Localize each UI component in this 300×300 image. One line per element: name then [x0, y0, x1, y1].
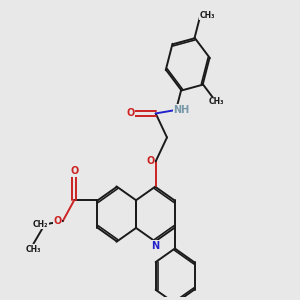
Text: CH₃: CH₃: [200, 11, 215, 20]
Text: NH: NH: [173, 105, 189, 115]
Text: O: O: [146, 156, 155, 167]
Text: O: O: [70, 166, 78, 176]
Text: CH₂: CH₂: [33, 220, 48, 229]
Text: O: O: [126, 108, 134, 118]
Text: N: N: [152, 241, 160, 251]
Text: O: O: [54, 216, 62, 226]
Text: CH₃: CH₃: [208, 98, 224, 106]
Text: CH₃: CH₃: [26, 244, 41, 253]
